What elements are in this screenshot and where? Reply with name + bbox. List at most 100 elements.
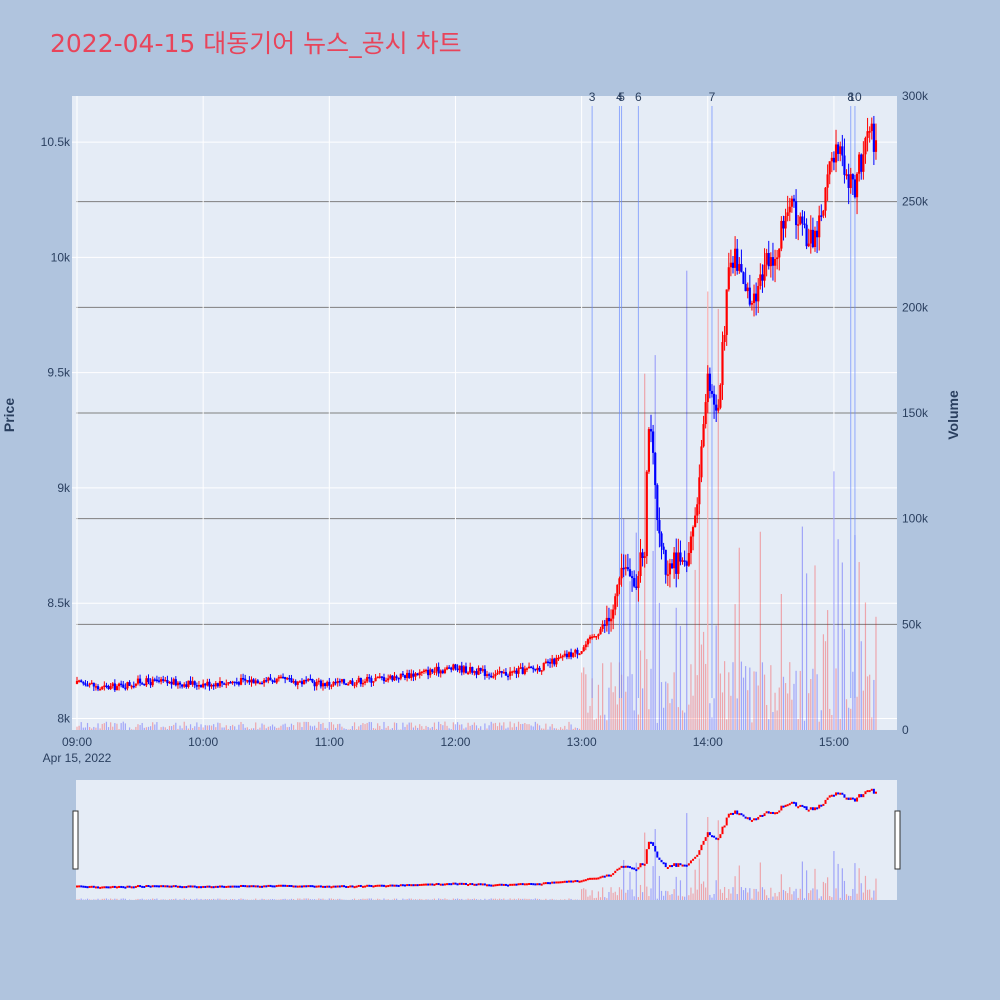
slider-candle bbox=[628, 866, 631, 869]
volume-bar bbox=[837, 539, 839, 730]
slider-candle bbox=[345, 885, 348, 888]
slider-candle bbox=[874, 791, 877, 794]
range-slider-handle-left[interactable] bbox=[72, 810, 79, 870]
news-marker-label[interactable]: 6 bbox=[635, 90, 642, 104]
slider-candle bbox=[235, 885, 238, 888]
slider-candle bbox=[847, 797, 850, 800]
volume-bar bbox=[751, 722, 753, 730]
candle-body bbox=[816, 230, 819, 238]
news-markers[interactable]: 3 45 6 7 810 bbox=[589, 90, 862, 698]
candle-body bbox=[305, 679, 308, 682]
slider-volume-bar bbox=[585, 889, 587, 900]
volume-bar bbox=[326, 728, 328, 730]
volume-bar bbox=[353, 722, 356, 730]
slider-volume-bar bbox=[778, 891, 780, 900]
slider-volume-bar bbox=[292, 899, 295, 900]
news-marker-label[interactable]: 8 bbox=[847, 90, 854, 104]
slider-volume-bar bbox=[749, 888, 751, 900]
candle-body bbox=[843, 155, 846, 175]
candle-body bbox=[645, 471, 648, 557]
candle-body bbox=[210, 684, 213, 687]
slider-candle bbox=[162, 885, 165, 888]
slider-candle bbox=[807, 809, 810, 812]
slider-candle bbox=[727, 813, 730, 818]
volume-bar bbox=[120, 723, 122, 730]
slider-volume-bar bbox=[488, 899, 490, 900]
volume-bar bbox=[480, 726, 482, 730]
range-slider-handle-right[interactable] bbox=[894, 810, 901, 870]
volume-bar bbox=[528, 724, 530, 730]
news-marker-label[interactable]: 4 bbox=[616, 90, 623, 104]
news-marker-label[interactable]: 5 bbox=[618, 90, 625, 104]
slider-volume-bar bbox=[791, 894, 793, 900]
slider-volume-bar bbox=[696, 889, 698, 900]
slider-candle bbox=[702, 840, 705, 845]
slider-candle bbox=[814, 807, 816, 811]
volume-bar bbox=[795, 670, 797, 730]
slider-candle bbox=[750, 819, 753, 822]
volume-bar bbox=[595, 718, 597, 730]
volume-bar bbox=[766, 704, 768, 730]
volume-bar bbox=[370, 722, 372, 730]
volume-bar bbox=[702, 631, 705, 730]
news-marker-label[interactable]: 3 bbox=[589, 90, 596, 104]
volume-bar bbox=[564, 725, 566, 730]
volume-bar bbox=[520, 724, 522, 730]
slider-volume-bar bbox=[515, 899, 518, 900]
volume-bar bbox=[698, 511, 700, 730]
candle-body bbox=[624, 567, 627, 569]
candle-body bbox=[544, 661, 547, 664]
slider-candle bbox=[633, 867, 636, 870]
volume-bar bbox=[99, 728, 101, 730]
candle-body bbox=[637, 576, 640, 588]
candle-body bbox=[75, 680, 79, 684]
slider-candle bbox=[675, 863, 678, 867]
volume-bar bbox=[841, 562, 843, 730]
slider-volume-bar bbox=[110, 898, 112, 900]
slider-candle bbox=[443, 883, 446, 886]
slider-volume-bar bbox=[89, 899, 91, 900]
volume-bar bbox=[774, 692, 776, 730]
candle-body bbox=[242, 678, 245, 680]
volume-bar bbox=[385, 727, 387, 730]
volume-bar bbox=[866, 676, 869, 730]
news-marker-label[interactable]: 7 bbox=[709, 90, 716, 104]
volume-bar bbox=[82, 727, 84, 730]
slider-candle bbox=[347, 885, 350, 888]
volume-bar bbox=[107, 727, 110, 730]
volume-bar bbox=[791, 699, 793, 730]
volume-bar bbox=[822, 634, 825, 730]
slider-candle bbox=[193, 885, 196, 888]
range-slider[interactable] bbox=[76, 780, 897, 900]
candle-body bbox=[227, 682, 230, 684]
slider-volume-bar bbox=[446, 899, 448, 900]
slider-volume-bar bbox=[379, 899, 381, 900]
news-marker-label[interactable]: 10 bbox=[848, 90, 862, 104]
volume-bar bbox=[646, 659, 648, 730]
volume-bar bbox=[282, 724, 284, 730]
slider-candle bbox=[80, 885, 83, 888]
candle-body bbox=[855, 173, 859, 198]
candle-body bbox=[334, 681, 337, 684]
slider-volume-bar bbox=[545, 898, 547, 900]
time-tick-label: 13:00 bbox=[567, 735, 597, 749]
volume-bar bbox=[364, 724, 366, 730]
volume-bar bbox=[450, 729, 452, 730]
candle-body bbox=[361, 682, 365, 685]
candle-body bbox=[626, 567, 629, 570]
volume-bar bbox=[654, 355, 656, 730]
volume-bar bbox=[383, 721, 385, 730]
volume-bar bbox=[231, 724, 234, 730]
volume-bar bbox=[175, 722, 177, 730]
volume-bar bbox=[488, 725, 490, 730]
slider-volume-bar bbox=[229, 899, 232, 900]
slider-candle bbox=[477, 883, 480, 886]
slider-volume-bar bbox=[633, 896, 635, 900]
slider-candle bbox=[668, 865, 671, 868]
candle-body bbox=[603, 624, 606, 626]
volume-bar bbox=[770, 665, 772, 730]
volume-bar bbox=[585, 674, 587, 730]
slider-candle bbox=[237, 885, 240, 888]
slider-candle bbox=[488, 884, 491, 887]
